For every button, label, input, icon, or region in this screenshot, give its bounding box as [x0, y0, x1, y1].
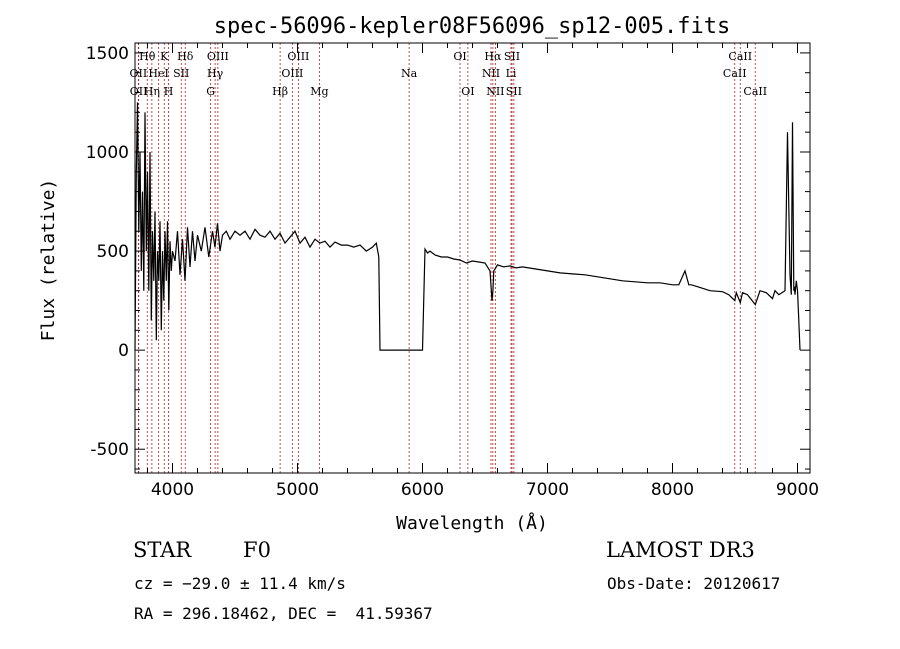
- x-tick-label: 9000: [776, 480, 819, 500]
- spectral-line-label: Hα: [484, 50, 502, 63]
- y-tick-label: 500: [97, 242, 129, 262]
- spectral-line-label: Hγ: [207, 67, 224, 80]
- spectral-line-label: SII: [504, 50, 520, 63]
- x-tick-label: 5000: [276, 480, 319, 500]
- spectral-line-label: SII: [506, 85, 522, 98]
- x-tick-label: 8000: [651, 480, 694, 500]
- y-axis-label: Flux (relative): [38, 179, 59, 342]
- obs-date: Obs-Date: 20120617: [607, 574, 781, 593]
- spectral-line-label: NII: [482, 67, 500, 80]
- x-tick-label: 7000: [526, 480, 569, 500]
- y-tick-label: 1000: [86, 143, 129, 163]
- x-tick-label: 6000: [401, 480, 444, 500]
- spectral-line-label: Hδ: [177, 50, 194, 63]
- y-tick-label: 0: [118, 341, 129, 361]
- spectral-line-label: NII: [486, 85, 504, 98]
- spectral-line-label: CaII: [743, 85, 767, 98]
- spectral-lines: [137, 43, 756, 473]
- spectral-line-label: SII: [173, 67, 189, 80]
- chart-title: spec-56096-kepler08F56096_sp12-005.fits: [214, 14, 731, 39]
- spectral-line-label: H: [164, 85, 174, 98]
- spectral-line-labels: Hθ OII OII K HeI Hη H Hδ SII OIII Hγ G Hβ OIII OIII Mg N…: [130, 50, 768, 98]
- spectral-line-label: Hη: [144, 85, 160, 98]
- spectral-line-label: OIII: [287, 50, 309, 63]
- spectral-line-label: OIII: [207, 50, 229, 63]
- spectral-line-label: HeI: [148, 67, 168, 80]
- spectral-line-label: G: [206, 85, 215, 98]
- y-tick-label: -500: [90, 440, 129, 460]
- object-subclass: F0: [243, 538, 271, 562]
- coordinates: RA = 296.18462, DEC = 41.59367: [134, 604, 433, 623]
- spectral-line-label: OIII: [281, 67, 303, 80]
- object-class: STAR: [133, 538, 192, 562]
- spectral-line-label: CaII: [728, 50, 752, 63]
- spectral-line-label: Li: [506, 67, 517, 80]
- spectral-line-label: OII: [130, 85, 148, 98]
- spectrum-series-line: [134, 102, 801, 351]
- spectral-line-label: CaII: [723, 67, 747, 80]
- y-tick-label: 1500: [86, 44, 129, 64]
- x-tick-label: 4000: [151, 480, 194, 500]
- survey-label: LAMOST DR3: [606, 538, 755, 562]
- spectral-line-label: OI: [453, 50, 466, 63]
- spectral-line-label: Na: [401, 67, 418, 80]
- axis-ticks: 4000 5000 6000 7000 8000 9000 -500 0 500 1000 1500: [86, 43, 819, 500]
- spectral-line-label: OII: [130, 67, 148, 80]
- redshift-text: cz = −29.0 ± 11.4 km/s: [134, 574, 346, 593]
- x-axis-label: Wavelength (Å): [396, 512, 548, 534]
- spectral-line-label: K: [160, 50, 169, 63]
- spectral-line-label: OI: [461, 85, 474, 98]
- spectral-line-label: Hθ: [139, 50, 156, 63]
- spectral-line-label: Mg: [310, 85, 328, 98]
- plot-frame: [134, 42, 811, 474]
- spectral-line-label: Hβ: [272, 85, 288, 98]
